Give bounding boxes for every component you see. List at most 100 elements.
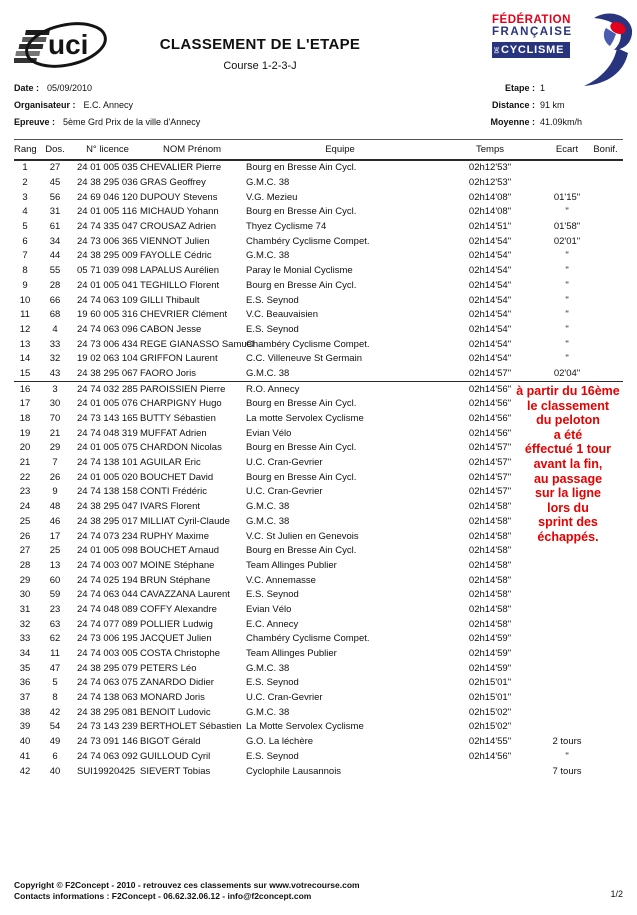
table-row: 27 25 24 01 005 098 BOUCHET Arnaud Bourg en … [14, 544, 623, 559]
cell-licence: 05 71 039 098 [77, 265, 138, 277]
cell-equipe: V.G. Mezieu [246, 191, 298, 203]
cell-equipe: Bourg en Bresse Ain Cycl. [246, 206, 357, 218]
cell-equipe: La motte Servolex Cyclisme [246, 413, 364, 425]
column-header: N° licence [74, 139, 138, 161]
cell-rang: 28 [19, 559, 31, 571]
cell-nom: BUTTY Sébastien [140, 413, 216, 425]
cell-nom: DUPOUY Stevens [140, 191, 218, 203]
svg-text:uci: uci [48, 29, 88, 60]
cell-licence: 24 38 295 009 [77, 250, 138, 262]
cell-ecart: " [565, 353, 569, 365]
cell-dos: 27 [49, 162, 61, 174]
cell-bonif [588, 323, 623, 338]
cell-nom: REGE GIANASSO Samuel [140, 338, 255, 350]
cell-nom: MUFFAT Adrien [140, 427, 207, 439]
cell-licence: 19 02 063 104 [77, 353, 138, 365]
cell-rang: 27 [19, 545, 31, 557]
cell-temps: 02h12'53" [468, 162, 512, 174]
cell-rang: 19 [19, 427, 31, 439]
table-row: 37 8 24 74 138 063 MONARD Joris U.C. Cran-Ge… [14, 691, 623, 706]
table-row: 39 54 24 73 143 239 BERTHOLET Sébastien La M… [14, 720, 623, 735]
cell-licence: 24 73 143 165 [77, 413, 138, 425]
cell-equipe: La Motte Servolex Cyclisme [246, 721, 364, 733]
meta-left: Date : 05/09/2010 Organisateur : E.C. An… [14, 82, 200, 133]
cell-dos: 5 [52, 677, 58, 689]
cell-rang: 36 [19, 677, 31, 689]
cell-equipe: Thyez Cyclisme 74 [246, 221, 327, 233]
table-row: 40 49 24 73 091 146 BIGOT Gérald G.O. La léc… [14, 735, 623, 750]
cell-nom: GRAS Geoffrey [140, 177, 206, 189]
cell-bonif [588, 264, 623, 279]
cell-ecart [546, 160, 588, 176]
results-table: Rang Dos. N° licence NOM Prénom Equipe Temps E… [14, 139, 623, 779]
cell-licence: 24 01 005 116 [77, 206, 138, 218]
cell-equipe: Evian Vélo [246, 603, 292, 615]
cell-licence: 24 38 295 081 [77, 706, 138, 718]
footer-contacts: Contacts informations : F2Concept - 06.6… [14, 890, 312, 901]
table-row: 33 62 24 73 006 195 JACQUET Julien Chambéry … [14, 632, 623, 647]
cell-ecart: " [565, 294, 569, 306]
cell-dos: 63 [49, 618, 61, 630]
cell-ecart [546, 617, 588, 632]
cell-bonif [588, 366, 623, 383]
cell-nom: MOINE Stéphane [140, 559, 215, 571]
cell-temps: 02h14'56" [468, 427, 512, 439]
cell-equipe: U.C. Cran-Gevrier [246, 486, 323, 498]
cell-equipe: V.C. Annemasse [246, 574, 316, 586]
cell-temps: 02h15'01" [468, 692, 512, 704]
cell-nom: BIGOT Gérald [140, 736, 201, 748]
table-row: 10 66 24 74 063 109 GILLI Thibault E.S. Seyn… [14, 293, 623, 308]
cell-equipe: G.M.C. 38 [246, 515, 290, 527]
cell-dos: 30 [49, 398, 61, 410]
cell-nom: PETERS Léo [140, 662, 197, 674]
cell-dos: 44 [49, 250, 61, 262]
cell-rang: 41 [19, 750, 31, 762]
table-row: 20 29 24 01 005 075 CHARDON Nicolas Bourg en… [14, 441, 623, 456]
cell-nom: COSTA Christophe [140, 648, 221, 660]
cell-ecart [546, 661, 588, 676]
table-row: 1 27 24 01 005 035 CHEVALIER Pierre Bourg en… [14, 160, 623, 176]
cell-nom: BENOIT Ludovic [140, 706, 211, 718]
table-row: 17 30 24 01 005 076 CHARPIGNY Hugo Bourg en … [14, 397, 623, 412]
cell-temps: 02h14'59" [468, 648, 512, 660]
ffc-federation-text: FÉDÉRATION [492, 14, 571, 26]
cell-dos: 33 [49, 338, 61, 350]
table-row: 15 43 24 38 295 067 FAORO Joris G.M.C. 38 02h… [14, 366, 623, 383]
cell-temps: 02h14'57" [468, 457, 512, 469]
cell-licence: 24 74 063 044 [77, 589, 138, 601]
cell-bonif [588, 205, 623, 220]
cell-dos: 43 [36, 366, 74, 383]
cell-dos: 21 [49, 427, 61, 439]
cell-nom: COFFY Alexandre [140, 603, 217, 615]
cell-bonif [588, 676, 623, 691]
cell-ecart [546, 544, 588, 559]
cell-rang: 34 [19, 648, 31, 660]
cell-temps: 02h14'59" [468, 633, 512, 645]
table-row: 7 44 24 38 295 009 FAYOLLE Cédric G.M.C. 38 0… [14, 249, 623, 264]
table-row: 32 63 24 74 077 089 POLLIER Ludwig E.C. Anne… [14, 617, 623, 632]
cell-nom: TEGHILLO Florent [140, 279, 220, 291]
cell-licence: SUI19920425 [77, 765, 136, 777]
cell-licence: 24 01 005 076 [77, 398, 138, 410]
cell-nom: BERTHOLET Sébastien [140, 721, 242, 733]
cell-dos: 3 [52, 383, 58, 395]
column-header: Temps [434, 139, 546, 161]
meta-etape-value: 1 [540, 83, 546, 93]
cell-licence: 24 74 063 092 [77, 750, 138, 762]
cell-nom: MILLIAT Cyril-Claude [140, 515, 230, 527]
cell-ecart: 01'58" [553, 221, 581, 233]
cell-bonif [588, 249, 623, 264]
cell-bonif [588, 190, 623, 205]
cell-nom: SIEVERT Tobias [140, 765, 211, 777]
cell-nom: LAPALUS Aurélien [140, 265, 220, 277]
meta-etape-label: Etape : [504, 83, 535, 93]
cell-nom: PAROISSIEN Pierre [140, 383, 226, 395]
meta-date: Date : 05/09/2010 [14, 82, 200, 99]
table-row: 34 11 24 74 003 005 COSTA Christophe Team Al… [14, 647, 623, 662]
table-row: 29 60 24 74 025 194 BRUN Stéphane V.C. Annem… [14, 573, 623, 588]
meta-distance-value: 91 km [540, 100, 565, 110]
meta-right: Etape : 1 Distance : 91 km Moyenne : 41.… [440, 82, 623, 133]
cell-licence: 24 74 073 234 [77, 530, 138, 542]
cell-licence: 24 38 295 017 [77, 515, 138, 527]
cell-temps: 02h14'57" [468, 486, 512, 498]
